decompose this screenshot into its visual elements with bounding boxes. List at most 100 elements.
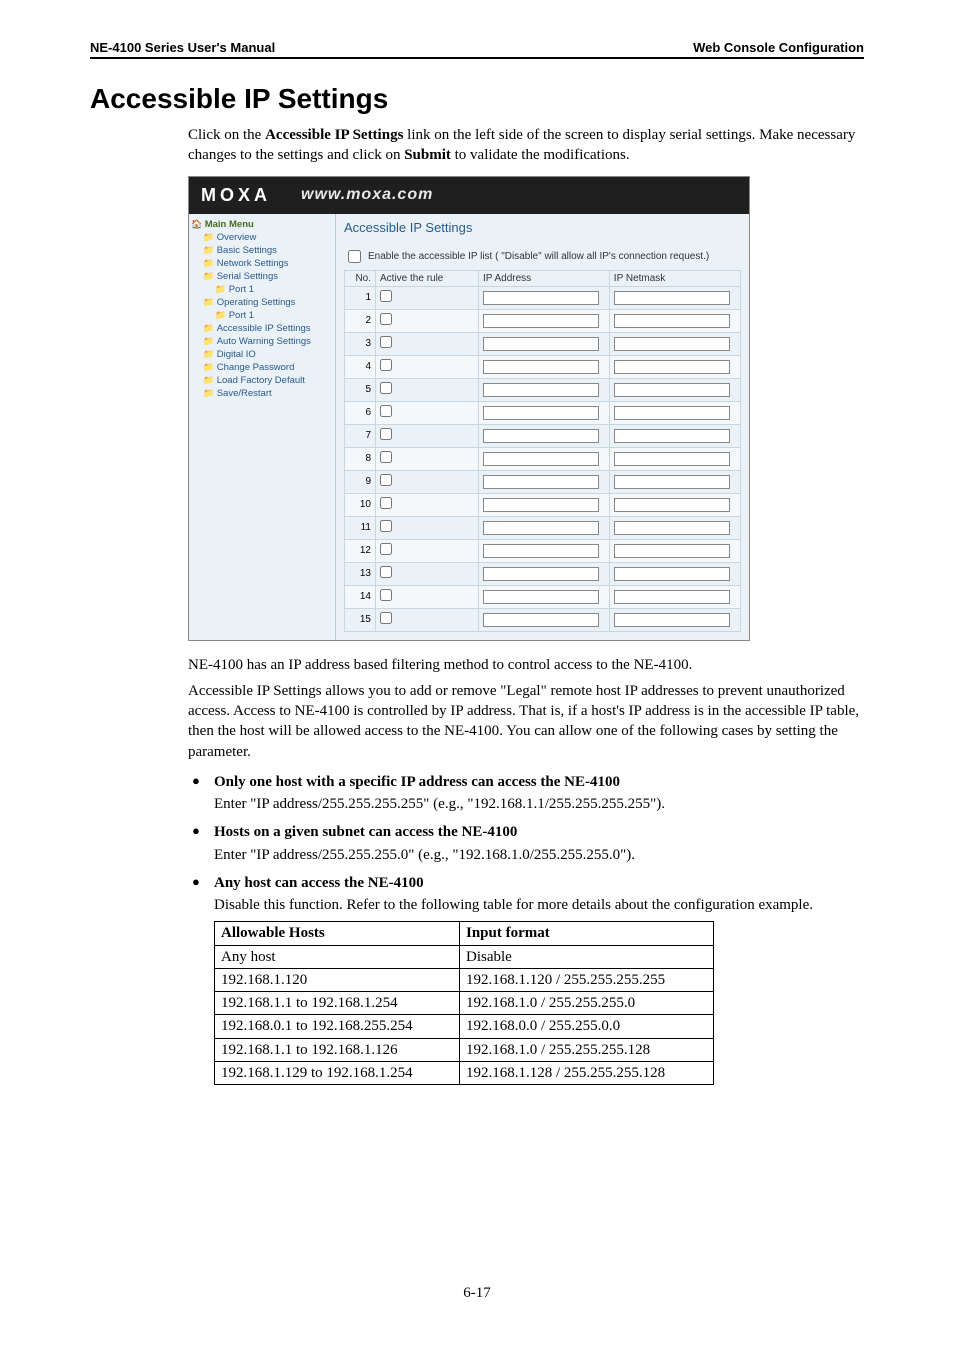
header-left: NE-4100 Series User's Manual: [90, 40, 275, 55]
ip-netmask-input[interactable]: [614, 406, 730, 420]
sidebar-serial-port1[interactable]: Port 1: [191, 283, 333, 296]
page-number: 6-17: [90, 1285, 864, 1302]
active-checkbox[interactable]: [380, 313, 392, 325]
document-page: NE-4100 Series User's Manual Web Console…: [0, 0, 954, 1342]
row-number: 5: [345, 378, 376, 401]
col-no-header: No.: [345, 270, 376, 286]
ip-address-input[interactable]: [483, 383, 599, 397]
ip-netmask-input[interactable]: [614, 498, 730, 512]
header-right: Web Console Configuration: [693, 40, 864, 55]
table-row: 5: [345, 378, 741, 401]
sidebar-network-settings[interactable]: Network Settings: [191, 257, 333, 270]
active-checkbox[interactable]: [380, 589, 392, 601]
row-netmask-cell: [609, 608, 740, 631]
sidebar-basic-settings[interactable]: Basic Settings: [191, 244, 333, 257]
ip-address-input[interactable]: [483, 291, 599, 305]
sidebar-accessible-ip[interactable]: Accessible IP Settings: [191, 322, 333, 335]
ip-netmask-input[interactable]: [614, 452, 730, 466]
active-checkbox[interactable]: [380, 451, 392, 463]
ip-netmask-input[interactable]: [614, 337, 730, 351]
ip-rules-table: No. Active the rule IP Address IP Netmas…: [344, 270, 741, 632]
ip-netmask-input[interactable]: [614, 291, 730, 305]
active-checkbox[interactable]: [380, 612, 392, 624]
ip-netmask-input[interactable]: [614, 544, 730, 558]
hosts-cell-allow: 192.168.1.1 to 192.168.1.254: [215, 992, 460, 1015]
hosts-cell-format: 192.168.1.0 / 255.255.255.0: [460, 992, 714, 1015]
ip-netmask-input[interactable]: [614, 590, 730, 604]
enable-checkbox[interactable]: [348, 250, 361, 263]
ip-address-input[interactable]: [483, 337, 599, 351]
ip-netmask-input[interactable]: [614, 567, 730, 581]
row-netmask-cell: [609, 309, 740, 332]
ip-address-input[interactable]: [483, 452, 599, 466]
ip-address-input[interactable]: [483, 475, 599, 489]
sidebar-overview[interactable]: Overview: [191, 231, 333, 244]
hosts-cell-allow: Any host: [215, 945, 460, 968]
row-ip-cell: [479, 585, 610, 608]
ip-netmask-input[interactable]: [614, 314, 730, 328]
sidebar-operating-settings[interactable]: Operating Settings: [191, 296, 333, 309]
ip-address-input[interactable]: [483, 544, 599, 558]
sidebar-change-password[interactable]: Change Password: [191, 361, 333, 374]
intro-paragraph: Click on the Accessible IP Settings link…: [188, 125, 864, 166]
sidebar-factory-default[interactable]: Load Factory Default: [191, 374, 333, 387]
bullet-2: Hosts on a given subnet can access the N…: [188, 822, 864, 865]
ip-address-input[interactable]: [483, 521, 599, 535]
active-checkbox[interactable]: [380, 566, 392, 578]
sidebar-operating-port1[interactable]: Port 1: [191, 309, 333, 322]
bullet-3-sub: Disable this function. Refer to the foll…: [214, 895, 864, 915]
row-number: 11: [345, 516, 376, 539]
active-checkbox[interactable]: [380, 336, 392, 348]
row-active-cell: [376, 447, 479, 470]
ip-address-input[interactable]: [483, 567, 599, 581]
row-ip-cell: [479, 286, 610, 309]
sidebar-main-menu[interactable]: Main Menu: [191, 218, 333, 231]
col-netmask-header: IP Netmask: [609, 270, 740, 286]
ip-address-input[interactable]: [483, 613, 599, 627]
row-ip-cell: [479, 424, 610, 447]
intro-text-3: to validate the modifications.: [451, 147, 630, 163]
active-checkbox[interactable]: [380, 405, 392, 417]
row-number: 3: [345, 332, 376, 355]
paragraph-2: Accessible IP Settings allows you to add…: [188, 681, 864, 762]
sidebar-save-restart[interactable]: Save/Restart: [191, 387, 333, 400]
active-checkbox[interactable]: [380, 359, 392, 371]
hosts-cell-format: 192.168.1.0 / 255.255.255.128: [460, 1038, 714, 1061]
ip-netmask-input[interactable]: [614, 613, 730, 627]
sidebar-digital-io[interactable]: Digital IO: [191, 348, 333, 361]
active-checkbox[interactable]: [380, 474, 392, 486]
row-number: 2: [345, 309, 376, 332]
hosts-cell-format: 192.168.0.0 / 255.255.0.0: [460, 1015, 714, 1038]
ip-netmask-input[interactable]: [614, 429, 730, 443]
table-row: 1: [345, 286, 741, 309]
ip-netmask-input[interactable]: [614, 360, 730, 374]
row-ip-cell: [479, 378, 610, 401]
ip-address-input[interactable]: [483, 406, 599, 420]
ip-address-input[interactable]: [483, 429, 599, 443]
hosts-row: 192.168.1.120192.168.1.120 / 255.255.255…: [215, 968, 714, 991]
ip-netmask-input[interactable]: [614, 521, 730, 535]
bullet-3-lead: Any host can access the NE-4100: [214, 875, 424, 891]
row-number: 8: [345, 447, 376, 470]
ip-address-input[interactable]: [483, 498, 599, 512]
active-checkbox[interactable]: [380, 497, 392, 509]
bullet-2-sub: Enter "IP address/255.255.255.0" (e.g., …: [214, 845, 864, 865]
active-checkbox[interactable]: [380, 520, 392, 532]
bullet-1-lead: Only one host with a specific IP address…: [214, 774, 620, 790]
ip-address-input[interactable]: [483, 360, 599, 374]
row-active-cell: [376, 608, 479, 631]
row-number: 13: [345, 562, 376, 585]
active-checkbox[interactable]: [380, 543, 392, 555]
ip-netmask-input[interactable]: [614, 383, 730, 397]
sidebar-serial-settings[interactable]: Serial Settings: [191, 270, 333, 283]
active-checkbox[interactable]: [380, 382, 392, 394]
screenshot-body: Main Menu Overview Basic Settings Networ…: [189, 214, 749, 640]
ip-address-input[interactable]: [483, 314, 599, 328]
row-ip-cell: [479, 516, 610, 539]
ip-address-input[interactable]: [483, 590, 599, 604]
bullet-2-lead: Hosts on a given subnet can access the N…: [214, 824, 517, 840]
ip-netmask-input[interactable]: [614, 475, 730, 489]
sidebar-auto-warning[interactable]: Auto Warning Settings: [191, 335, 333, 348]
active-checkbox[interactable]: [380, 290, 392, 302]
active-checkbox[interactable]: [380, 428, 392, 440]
